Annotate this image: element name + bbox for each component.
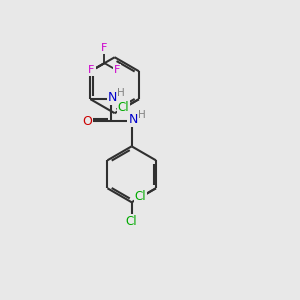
Text: O: O xyxy=(82,115,92,128)
Text: H: H xyxy=(117,88,124,98)
Text: Cl: Cl xyxy=(118,101,129,114)
Text: F: F xyxy=(88,65,95,75)
Text: N: N xyxy=(108,91,117,104)
Text: H: H xyxy=(137,110,145,120)
Text: Cl: Cl xyxy=(126,215,137,228)
Text: F: F xyxy=(101,44,108,53)
Text: Cl: Cl xyxy=(135,190,146,203)
Text: N: N xyxy=(128,113,138,126)
Text: F: F xyxy=(114,65,121,75)
